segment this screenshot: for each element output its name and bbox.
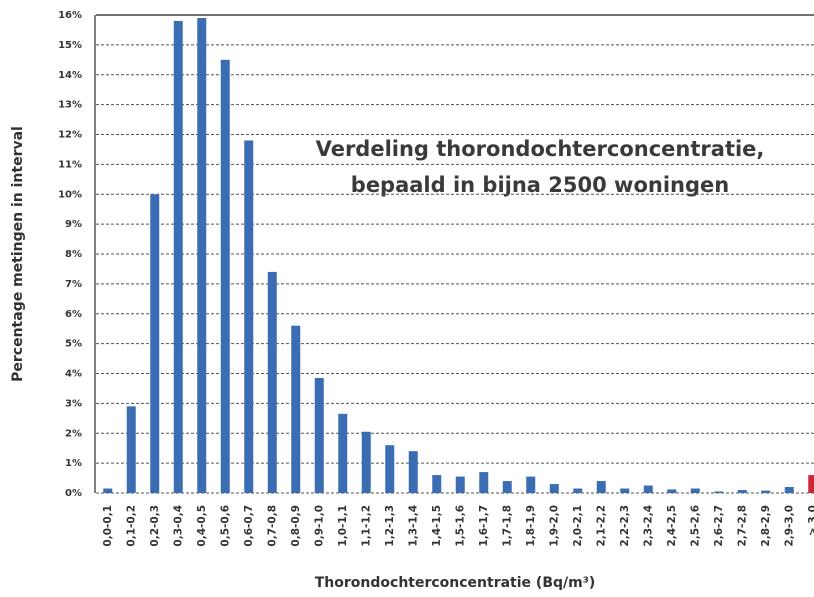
bar: [620, 488, 630, 493]
y-tick-label: 14%: [58, 70, 82, 81]
bar: [432, 475, 442, 493]
bar: [690, 488, 700, 493]
y-tick-label: 10%: [58, 189, 82, 200]
y-tick-label: 9%: [65, 219, 82, 230]
x-tick-label: 1,8-1,9: [525, 505, 537, 547]
bar: [338, 413, 348, 493]
x-tick-label: 1,6-1,7: [478, 505, 490, 547]
bar: [455, 476, 465, 493]
x-tick-label: 0,4-0,5: [196, 505, 208, 547]
y-tick-label: 4%: [65, 369, 82, 380]
y-tick-label: 2%: [65, 428, 82, 439]
bar: [573, 488, 583, 493]
x-tick-label: 1,9-2,0: [548, 505, 560, 547]
bar: [526, 476, 536, 493]
x-tick-label: 0,3-0,4: [172, 505, 184, 547]
y-tick-label: 12%: [58, 130, 82, 141]
x-tick-label: 0,7-0,8: [266, 505, 278, 547]
y-tick-label: 13%: [58, 100, 82, 111]
y-axis-label: Percentage metingen in interval: [10, 126, 26, 382]
bar: [291, 325, 301, 493]
bar: [502, 481, 512, 493]
x-axis-label: Thorondochterconcentratie (Bq/m³): [315, 575, 596, 591]
bar: [549, 484, 559, 493]
y-tick-label: 6%: [65, 309, 82, 320]
x-tick-label: 2,5-2,6: [689, 505, 701, 547]
bar: [244, 140, 254, 493]
x-tick-label: 2,8-2,9: [760, 505, 772, 547]
y-tick-label: 3%: [65, 398, 82, 409]
bar: [150, 194, 160, 493]
bar: [173, 20, 183, 493]
y-tick-label: 8%: [65, 249, 82, 260]
y-tick-label: 5%: [65, 339, 82, 350]
bar: [784, 487, 794, 493]
bar: [761, 490, 771, 493]
bar: [385, 445, 395, 493]
x-tick-label: 0,8-0,9: [290, 505, 302, 547]
x-tick-label: 1,2-1,3: [384, 505, 396, 547]
y-tick-label: 15%: [58, 40, 82, 51]
bar: [267, 271, 277, 493]
x-tick-label: 1,3-1,4: [407, 505, 419, 547]
x-tick-label: 0,6-0,7: [243, 505, 255, 547]
x-tick-label: 0,0-0,1: [102, 505, 114, 547]
x-tick-label: 2,0-2,1: [572, 505, 584, 547]
y-tick-label: 16%: [58, 10, 82, 21]
x-tick-label: 1,1-1,2: [360, 505, 372, 547]
bar: [408, 451, 418, 493]
x-tick-label: 1,4-1,5: [431, 505, 443, 547]
y-tick-label: 7%: [65, 279, 82, 290]
chart-title-line: Verdeling thorondochterconcentratie,: [316, 137, 765, 161]
chart-title-line: bepaald in bijna 2500 woningen: [351, 173, 729, 197]
bar: [220, 59, 230, 493]
x-tick-label: 2,1-2,2: [595, 505, 607, 547]
x-tick-label: 2,4-2,5: [666, 505, 678, 547]
y-tick-label: 0%: [65, 488, 82, 499]
x-tick-label: 0,1-0,2: [125, 505, 137, 547]
bar: [361, 431, 371, 493]
x-tick-label: 1,7-1,8: [501, 505, 513, 547]
y-tick-label: 11%: [58, 159, 82, 170]
bar: [667, 489, 677, 493]
x-tick-label: 0,5-0,6: [219, 505, 231, 547]
bar: [808, 475, 814, 493]
bar: [197, 17, 207, 494]
x-tick-label: 2,3-2,4: [642, 505, 654, 547]
y-tick-label: 1%: [65, 458, 82, 469]
x-tick-label: 2,7-2,8: [736, 505, 748, 547]
x-tick-label: 2,2-2,3: [619, 505, 631, 547]
bar: [479, 472, 489, 493]
bar: [126, 406, 136, 493]
x-tick-label: 2,6-2,7: [713, 505, 725, 547]
bar: [103, 488, 113, 493]
bar: [737, 490, 747, 493]
x-tick-label: 2,9-3,0: [783, 505, 795, 547]
bar: [314, 377, 324, 493]
x-tick-label: 0,9-1,0: [313, 505, 325, 547]
bar: [643, 485, 653, 493]
bar: [596, 481, 606, 493]
x-tick-label: 1,5-1,6: [454, 505, 466, 547]
x-tick-label: > 3,0: [807, 505, 814, 536]
x-tick-label: 0,2-0,3: [149, 505, 161, 547]
bar: [714, 491, 724, 493]
x-tick-label: 1,0-1,1: [337, 505, 349, 547]
